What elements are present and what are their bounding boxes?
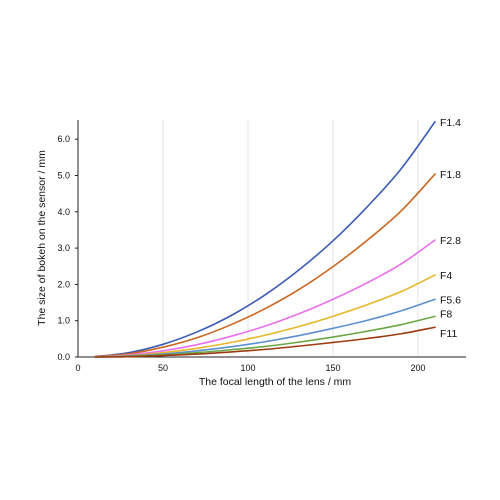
y-tick-label: 6.0 <box>57 134 70 144</box>
y-tick-labels: 0.0 1.0 2.0 3.0 4.0 5.0 6.0 <box>57 134 78 362</box>
series-line-f11 <box>94 326 436 358</box>
series-line-f2-8 <box>94 239 436 358</box>
x-tick-label: 100 <box>240 363 255 373</box>
x-tick-label: 200 <box>410 363 425 373</box>
x-tick-label: 0 <box>75 363 80 373</box>
series-label-f4: F4 <box>440 270 452 282</box>
y-tick-label: 1.0 <box>57 316 70 326</box>
series-label-f1-8: F1.8 <box>440 169 461 181</box>
axes <box>77 120 466 358</box>
series-label-f11: F11 <box>440 328 457 340</box>
y-axis-title: The size of bokeh on the sensor / mm <box>36 150 48 326</box>
y-tick-label: 0.0 <box>57 352 70 362</box>
series-label-f5-6: F5.6 <box>440 294 461 306</box>
series-lines <box>94 120 436 358</box>
y-tick-label: 5.0 <box>57 171 70 181</box>
y-tick-label: 2.0 <box>57 279 70 289</box>
series-label-f2-8: F2.8 <box>440 235 461 247</box>
x-tick-labels: 0 50 100 150 200 <box>75 363 425 373</box>
y-tick-label: 4.0 <box>57 207 70 217</box>
x-tick-label: 50 <box>158 363 168 373</box>
x-tick-label: 150 <box>325 363 340 373</box>
y-tick-label: 3.0 <box>57 243 70 253</box>
series-line-f1-4 <box>94 120 436 358</box>
series-labels: F1.4 F1.8 F2.8 F4 F5.6 F8 F11 <box>440 117 461 340</box>
series-line-f1-8 <box>94 173 436 358</box>
series-label-f8: F8 <box>440 308 452 320</box>
x-axis-title: The focal length of the lens / mm <box>199 376 352 388</box>
gridlines <box>162 120 419 357</box>
series-label-f1-4: F1.4 <box>440 117 461 129</box>
series-line-f4 <box>94 274 436 358</box>
